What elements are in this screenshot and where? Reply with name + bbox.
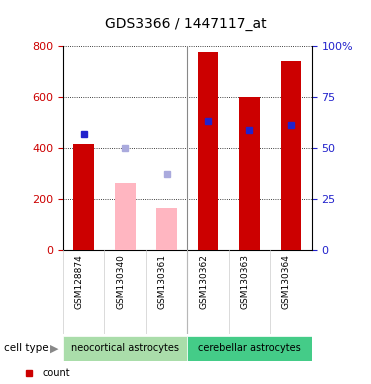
Text: ▶: ▶ [50, 343, 59, 354]
Text: cerebellar astrocytes: cerebellar astrocytes [198, 343, 301, 354]
Text: GSM130361: GSM130361 [158, 254, 167, 309]
Bar [187, 336, 312, 361]
Bar [239, 97, 260, 250]
Text: neocortical astrocytes: neocortical astrocytes [71, 343, 179, 354]
Text: cell type: cell type [4, 343, 48, 354]
Bar [73, 144, 94, 250]
Text: GSM130362: GSM130362 [199, 254, 208, 309]
Bar [115, 184, 135, 250]
Text: GSM130363: GSM130363 [240, 254, 250, 309]
Text: count: count [42, 368, 70, 379]
Text: GSM128874: GSM128874 [75, 254, 84, 309]
Bar [280, 61, 301, 250]
Text: GDS3366 / 1447117_at: GDS3366 / 1447117_at [105, 17, 266, 31]
Bar [198, 53, 219, 250]
Bar [156, 208, 177, 250]
Bar [63, 336, 187, 361]
Text: GSM130340: GSM130340 [116, 254, 125, 309]
Text: GSM130364: GSM130364 [282, 254, 291, 309]
